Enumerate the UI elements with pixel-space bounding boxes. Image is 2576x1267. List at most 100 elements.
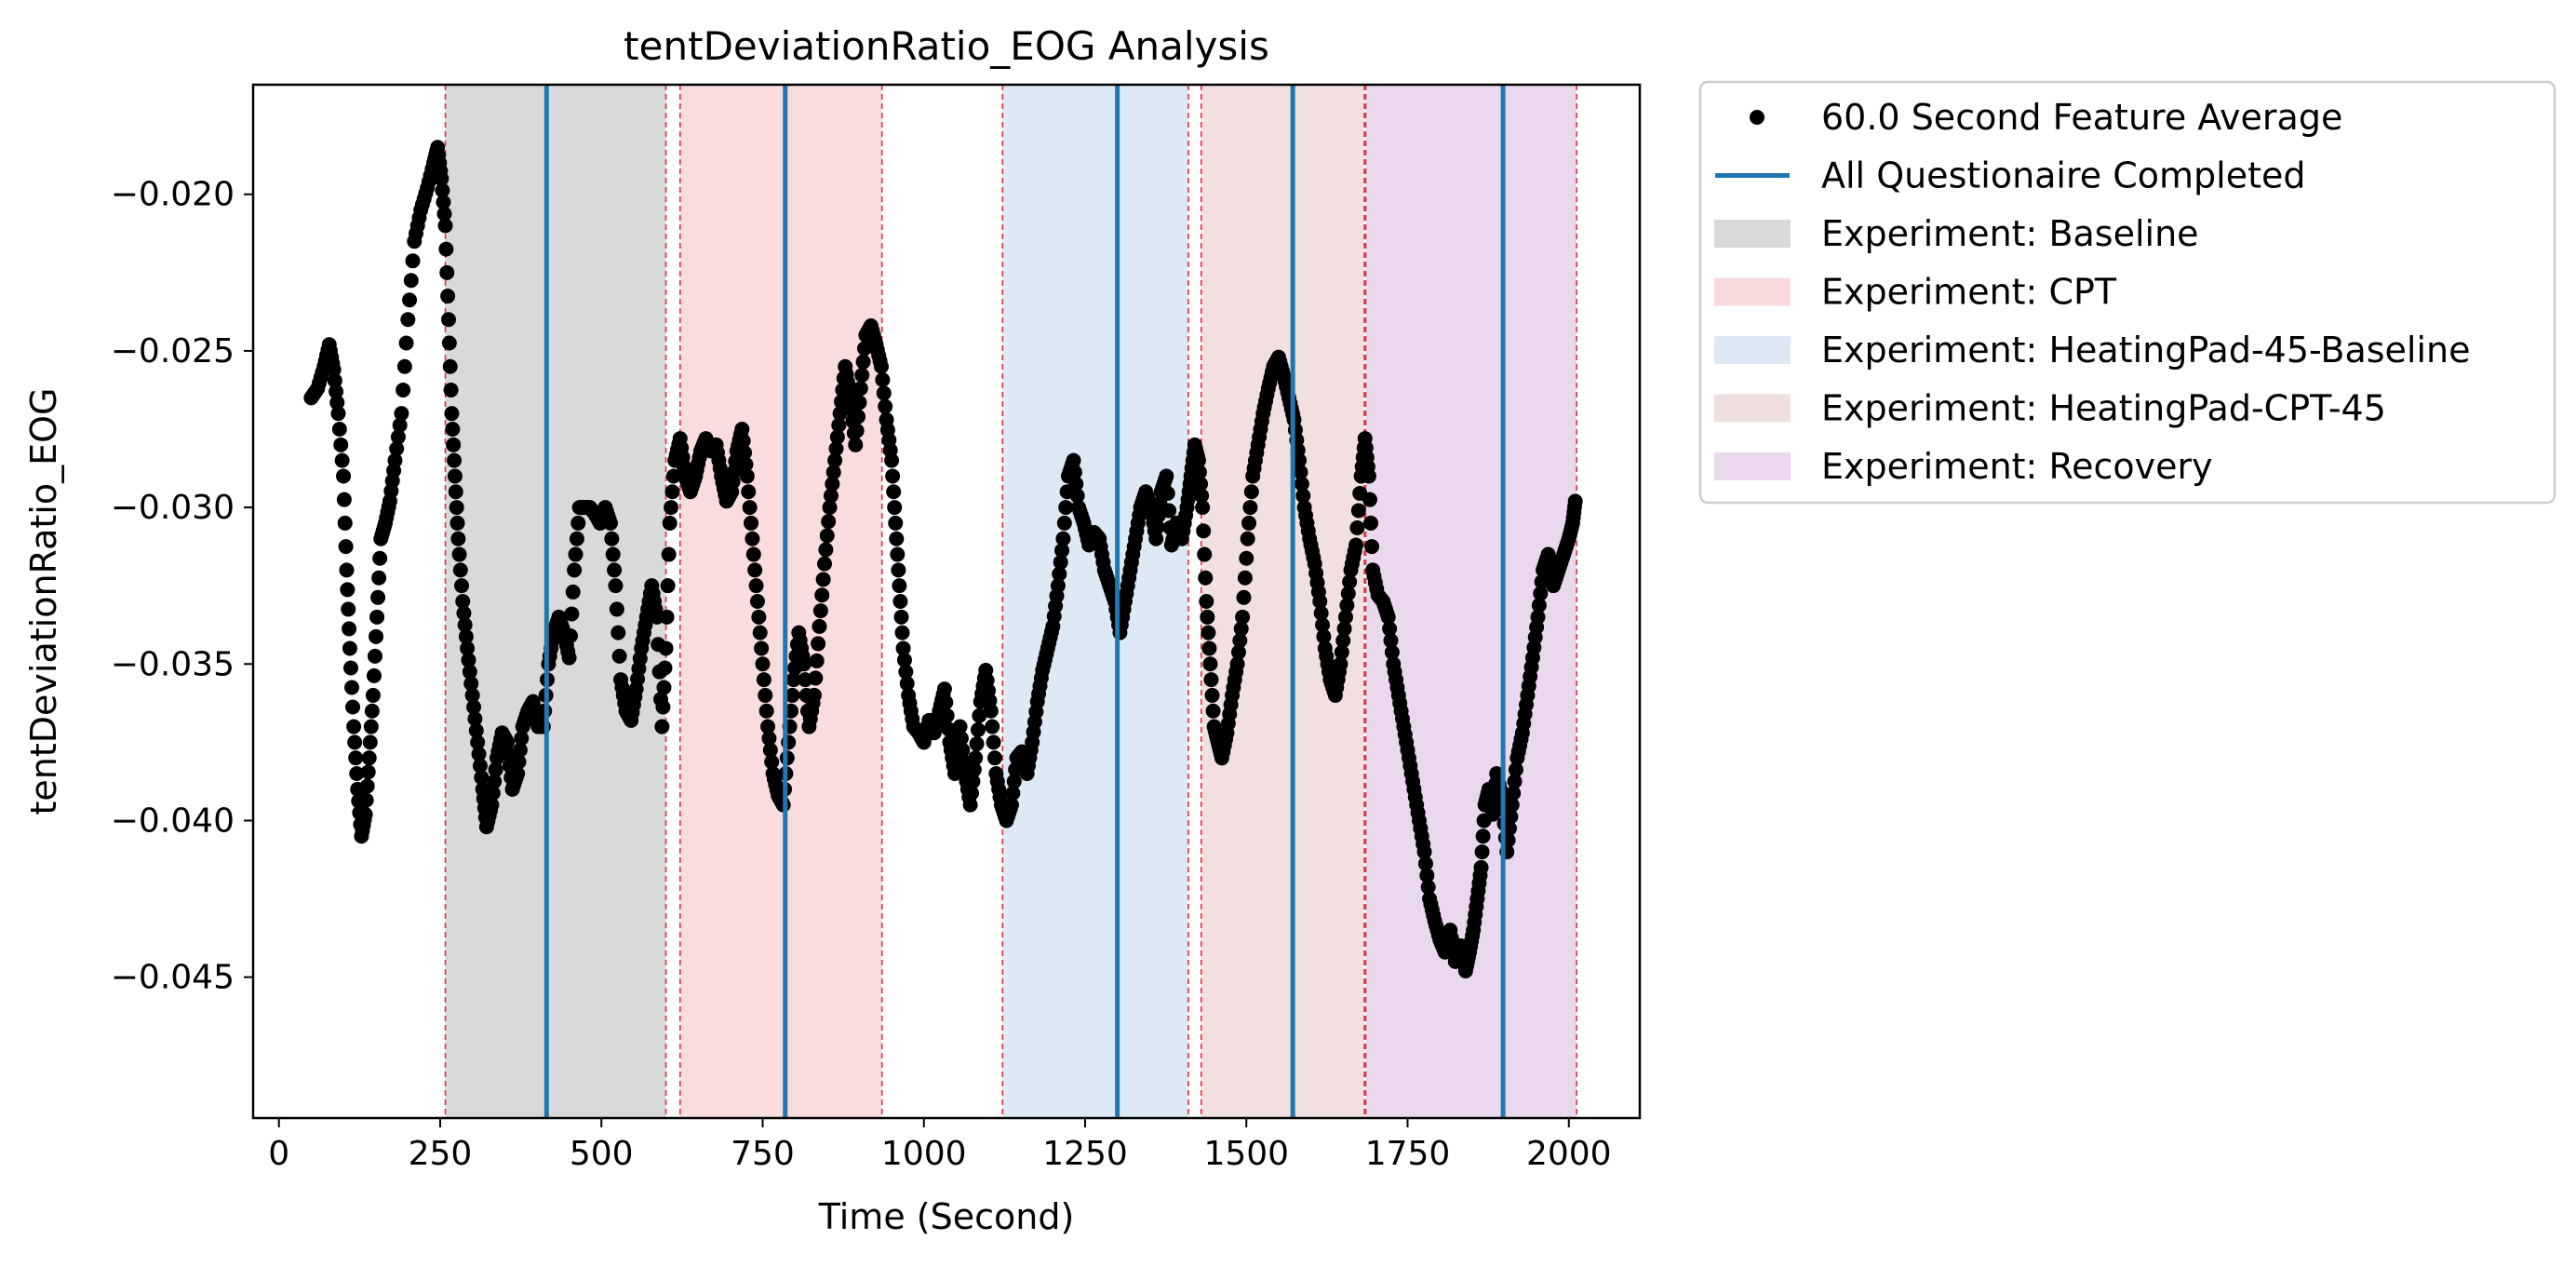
data-point (403, 273, 419, 289)
data-point (460, 640, 476, 656)
data-point (372, 550, 388, 566)
data-point (888, 515, 904, 531)
data-point (1068, 476, 1084, 492)
data-point (1067, 465, 1082, 480)
data-point (964, 786, 980, 802)
x-axis-label: Time (Second) (818, 1196, 1075, 1237)
data-point (484, 797, 500, 813)
data-point (1312, 594, 1328, 609)
data-point (785, 672, 801, 688)
x-tick-label: 750 (731, 1135, 795, 1173)
data-point (609, 601, 624, 617)
data-point (342, 621, 357, 637)
data-point (1313, 605, 1329, 621)
data-point (329, 395, 345, 411)
data-point (396, 382, 411, 398)
data-point (965, 774, 981, 789)
data-point (664, 500, 679, 516)
data-point (501, 746, 517, 762)
data-point (822, 500, 838, 516)
data-point (1508, 762, 1523, 777)
data-point (890, 546, 906, 562)
data-point (745, 546, 761, 562)
data-point (986, 750, 1002, 766)
data-point (831, 417, 847, 433)
data-point (953, 731, 969, 747)
legend-label: 60.0 Second Feature Average (1821, 97, 2342, 138)
data-point (1295, 488, 1311, 504)
data-point (1342, 573, 1358, 589)
data-point (856, 341, 872, 357)
data-point (885, 468, 901, 484)
data-point (370, 589, 386, 605)
data-point (735, 433, 751, 449)
data-point (754, 640, 770, 656)
data-point (739, 468, 755, 484)
chart-title: tentDeviationRatio_EOG Analysis (624, 23, 1269, 69)
data-point (828, 441, 844, 457)
data-point (468, 722, 484, 738)
data-point (962, 797, 978, 813)
data-point (327, 372, 342, 388)
legend-label: All Questionaire Completed (1821, 155, 2306, 196)
data-point (817, 556, 833, 572)
data-point (1193, 476, 1209, 492)
data-point (852, 395, 867, 411)
data-point (611, 648, 627, 664)
data-point (1006, 774, 1022, 789)
data-point (359, 778, 375, 794)
data-point (564, 606, 580, 622)
data-point (514, 731, 530, 747)
data-point (966, 762, 982, 777)
y-tick-label: −0.030 (111, 489, 235, 527)
data-point (1416, 844, 1432, 860)
data-point (741, 484, 757, 500)
data-point (333, 437, 349, 452)
data-point (369, 609, 385, 625)
data-point (756, 672, 771, 688)
data-point (1294, 476, 1309, 492)
data-point (334, 452, 350, 468)
data-point (1069, 488, 1085, 504)
data-point (326, 362, 342, 378)
data-point (829, 429, 845, 445)
data-point (1531, 598, 1547, 613)
data-point (367, 648, 382, 664)
data-point (1315, 617, 1331, 633)
data-point (876, 385, 892, 401)
data-point (329, 384, 344, 399)
data-point (467, 711, 483, 727)
data-point (1474, 844, 1490, 860)
data-point (440, 312, 456, 328)
data-point (1316, 628, 1332, 644)
data-point (1530, 609, 1546, 625)
data-point (394, 406, 409, 422)
data-point (815, 572, 831, 587)
data-point (344, 680, 360, 695)
data-point (970, 721, 986, 737)
data-point (1149, 519, 1165, 535)
data-point (821, 514, 837, 530)
data-point (346, 719, 362, 735)
feature-average-points (303, 140, 1583, 978)
legend-patch (1714, 394, 1791, 423)
x-tick-label: 250 (409, 1135, 473, 1173)
y-axis-label: tentDeviationRatio_EOG (23, 388, 64, 815)
data-point (655, 699, 671, 715)
data-point (336, 468, 352, 484)
data-point (1364, 539, 1380, 555)
data-point (832, 406, 848, 422)
data-point (608, 578, 624, 594)
data-point (441, 335, 457, 351)
data-point (446, 437, 462, 452)
data-point (1160, 485, 1175, 501)
legend-label: Experiment: Baseline (1821, 213, 2199, 254)
data-point (887, 500, 903, 516)
data-point (895, 640, 911, 656)
y-tick-label: −0.020 (111, 176, 235, 214)
data-point (1161, 503, 1177, 519)
data-point (570, 515, 586, 531)
data-point (345, 699, 361, 715)
legend-label: Experiment: HeatingPad-45-Baseline (1821, 330, 2471, 371)
data-point (762, 742, 778, 758)
